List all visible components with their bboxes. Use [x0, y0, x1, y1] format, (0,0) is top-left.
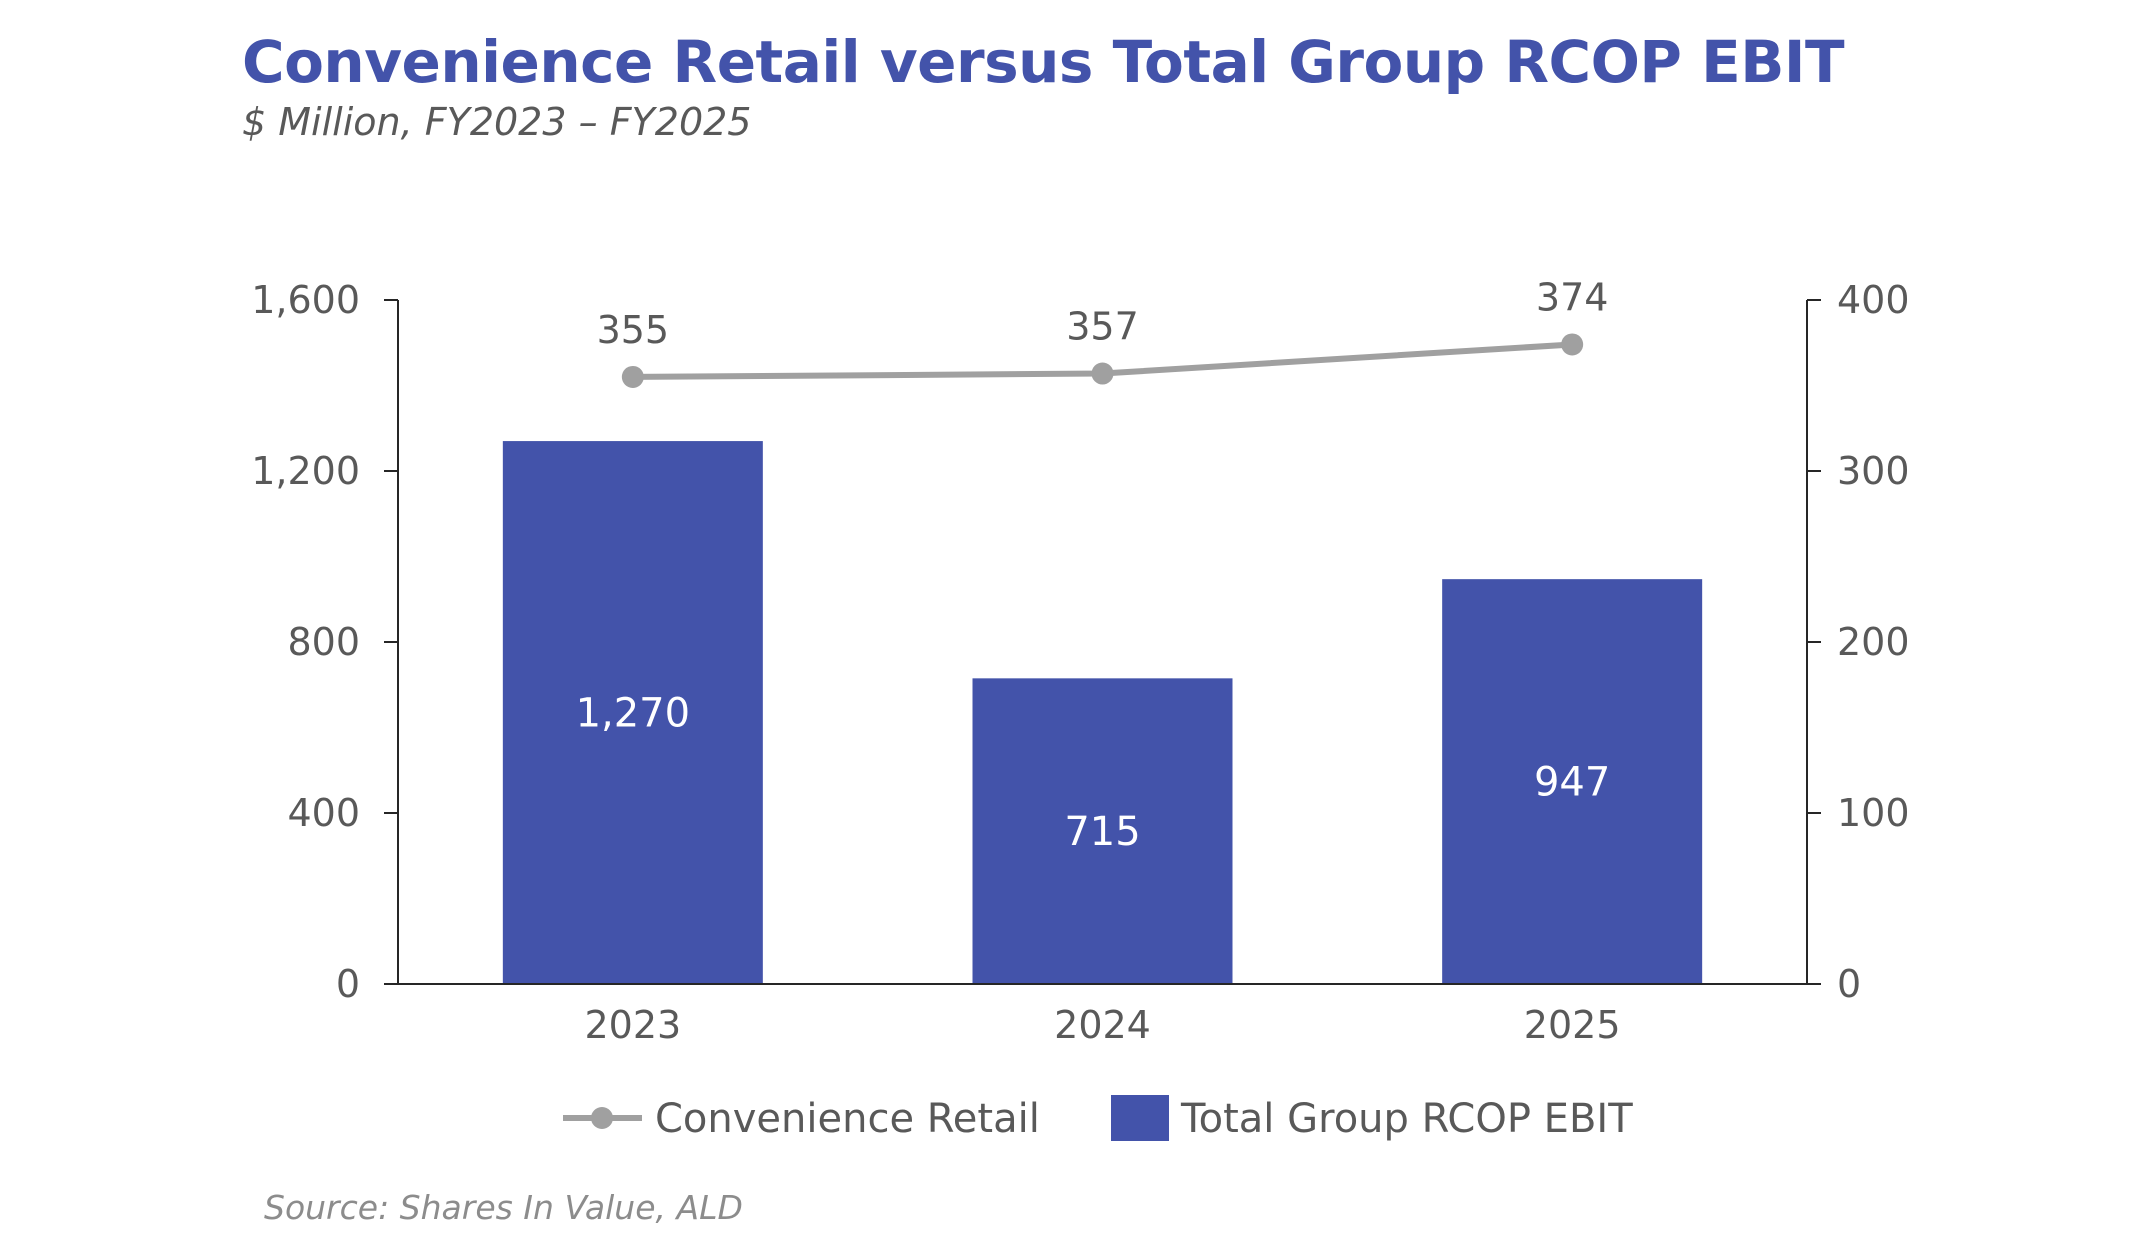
source-note: Source: Shares In Value, ALD [264, 1188, 743, 1227]
chart-title: Convenience Retail versus Total Group RC… [242, 28, 1845, 96]
y-left-tick-label: 1,200 [251, 449, 360, 493]
legend-line-marker [591, 1107, 613, 1129]
y-right-tick-label: 100 [1837, 791, 1910, 835]
bar-2023 [502, 441, 763, 984]
bar-2025 [1442, 579, 1703, 984]
line-data-label: 357 [1066, 305, 1139, 349]
line-point-2025 [1561, 333, 1584, 356]
bar-data-label: 947 [1534, 760, 1610, 806]
y-left-tick-label: 400 [287, 791, 360, 835]
line-layer [621, 333, 1584, 388]
labels-layer: 355 357 374 1,270 715 947 [576, 275, 1611, 855]
legend-bar-swatch [1111, 1095, 1169, 1141]
legend-label-total-group: Total Group RCOP EBIT [1180, 1096, 1633, 1142]
line-point-2023 [621, 365, 644, 388]
chart-subtitle: $ Million, FY2023 – FY2025 [242, 100, 752, 144]
bar-2024 [972, 678, 1233, 984]
line-point-2024 [1091, 362, 1114, 385]
y-left-tick-label: 1,600 [251, 278, 360, 322]
x-tick-label: 2024 [1054, 1003, 1151, 1047]
x-tick-label: 2025 [1524, 1003, 1621, 1047]
legend-label-convenience-retail: Convenience Retail [655, 1096, 1040, 1142]
bar-data-label: 715 [1064, 809, 1140, 855]
line-data-label: 355 [597, 308, 670, 352]
y-right-tick-label: 300 [1837, 449, 1910, 493]
bar-data-label: 1,270 [576, 691, 691, 737]
y-left-tick-label: 800 [287, 620, 360, 664]
bars-layer [502, 441, 1703, 984]
y-right-tick-label: 400 [1837, 278, 1910, 322]
y-right-tick-label: 200 [1837, 620, 1910, 664]
x-tick-label: 2023 [584, 1003, 681, 1047]
y-right-tick-label: 0 [1837, 962, 1861, 1006]
y-left-tick-label: 0 [336, 962, 360, 1006]
axes-layer: 0 400 800 1,200 1,600 0 100 200 300 400 2023 2024 20… [251, 278, 1909, 1047]
line-data-label: 374 [1536, 275, 1609, 319]
legend: Convenience Retail Total Group RCOP EBIT [563, 1095, 1633, 1142]
